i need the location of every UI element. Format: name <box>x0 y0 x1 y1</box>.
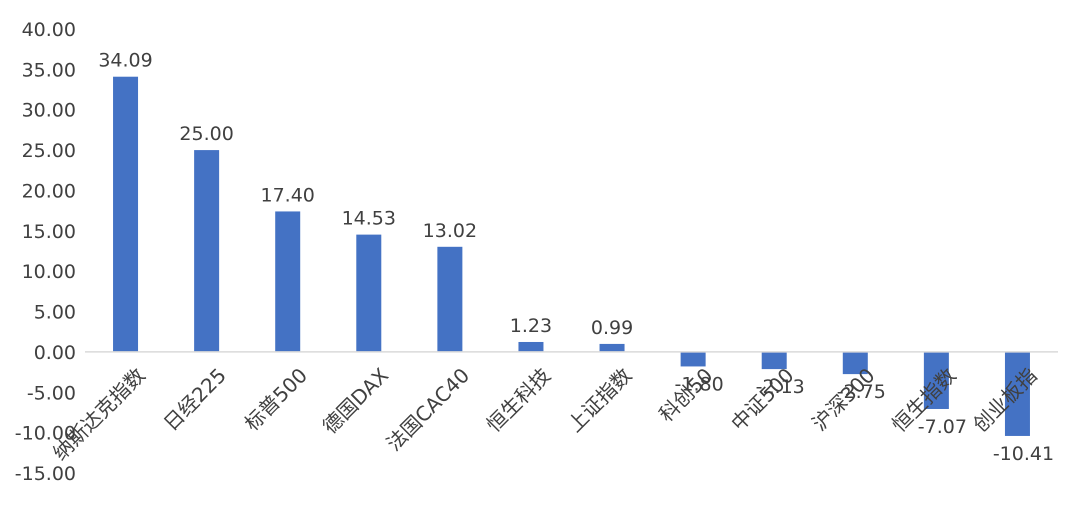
x-tick-label: 日经225 <box>159 363 231 435</box>
data-label: -7.07 <box>918 416 967 438</box>
bar <box>1004 351 1030 436</box>
y-tick-label: 35.00 <box>22 59 76 81</box>
y-axis: 40.00 35.00 30.00 25.00 20.00 15.00 10.00 5.00 0… <box>15 19 76 485</box>
bars-group <box>113 76 1030 436</box>
data-label: 34.09 <box>98 50 152 72</box>
y-tick-label: -10.00 <box>15 423 76 445</box>
y-tick-label: -15.00 <box>15 463 76 485</box>
y-tick-label: 25.00 <box>22 140 76 162</box>
data-label: 0.99 <box>591 317 633 339</box>
x-tick-label: 恒生科技 <box>482 363 556 437</box>
value-labels-group: 34.09 25.00 17.40 14.53 13.02 1.23 0.99 -1.80 -2… <box>98 50 1054 465</box>
y-tick-label: 15.00 <box>22 221 76 243</box>
y-tick-label: 40.00 <box>22 19 76 41</box>
data-label: -2.13 <box>756 376 805 398</box>
data-label: -1.80 <box>675 373 724 395</box>
x-tick-label: 中证500 <box>726 363 798 435</box>
data-label: 1.23 <box>510 315 552 337</box>
bar <box>923 351 949 409</box>
bar <box>113 76 139 352</box>
data-label: 17.40 <box>261 184 315 206</box>
bar <box>518 341 544 352</box>
data-label: 25.00 <box>179 123 233 145</box>
bar <box>356 234 382 352</box>
data-label: 14.53 <box>342 208 396 230</box>
y-tick-label: 0.00 <box>34 342 76 364</box>
bar <box>194 150 220 352</box>
bar <box>599 343 625 352</box>
y-tick-label: 20.00 <box>22 180 76 202</box>
y-tick-label: 10.00 <box>22 261 76 283</box>
x-tick-label: 标普500 <box>240 363 312 435</box>
x-tick-label: 法国CAC40 <box>382 363 474 455</box>
y-tick-label: 5.00 <box>34 302 76 324</box>
bar <box>680 351 706 367</box>
y-tick-label: -5.00 <box>27 382 76 404</box>
data-label: 13.02 <box>423 220 477 242</box>
bar <box>842 351 868 375</box>
bar <box>761 351 787 370</box>
bar <box>437 246 463 352</box>
bar <box>275 211 301 352</box>
data-label: -10.41 <box>993 443 1054 465</box>
x-tick-label: 纳斯达克指数 <box>48 363 150 465</box>
x-tick-label: 上证指数 <box>563 363 637 437</box>
x-tick-label: 德国DAX <box>318 363 393 438</box>
data-label: -2.75 <box>837 381 886 403</box>
y-tick-label: 30.00 <box>22 100 76 122</box>
